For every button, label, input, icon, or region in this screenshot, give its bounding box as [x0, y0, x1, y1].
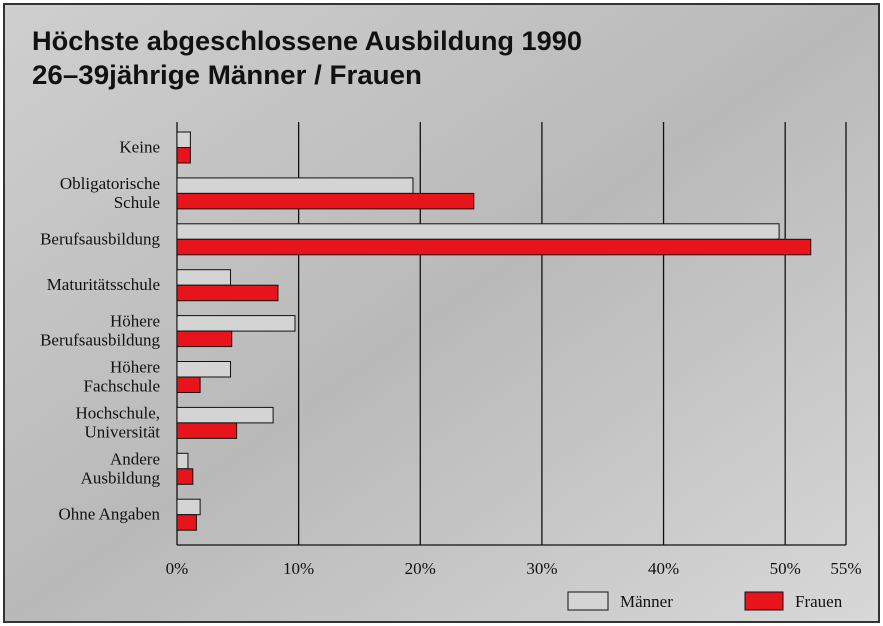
- bar: [177, 331, 232, 347]
- bar: [177, 148, 190, 164]
- bar: [177, 316, 295, 332]
- bar: [177, 224, 779, 240]
- bar: [177, 469, 193, 485]
- x-tick-label: 50%: [770, 559, 801, 578]
- bar: [177, 193, 474, 209]
- y-tick-label: Universität: [84, 422, 160, 441]
- y-tick-label: Maturitätsschule: [47, 275, 160, 294]
- y-tick-label: Hochschule,: [75, 403, 160, 422]
- x-tick-label: 20%: [405, 559, 436, 578]
- y-tick-label: Keine: [119, 138, 160, 157]
- y-tick-label: Ausbildung: [81, 468, 161, 487]
- bar: [177, 407, 273, 423]
- bar: [177, 285, 278, 301]
- bar: [177, 132, 190, 148]
- chart-subtitle: 26–39jährige Männer / Frauen: [32, 60, 422, 90]
- bar: [177, 499, 200, 515]
- y-tick-label: Schule: [114, 193, 160, 212]
- bar: [177, 377, 200, 393]
- x-tick-label: 55%: [830, 559, 861, 578]
- legend-swatch: [745, 592, 783, 610]
- bar: [177, 270, 231, 286]
- y-tick-label: Berufsausbildung: [40, 331, 160, 350]
- bar: [177, 239, 811, 255]
- legend-swatch: [568, 592, 608, 610]
- bar: [177, 362, 231, 378]
- x-tick-label: 10%: [283, 559, 314, 578]
- chart-title: Höchste abgeschlossene Ausbildung 1990: [32, 26, 582, 56]
- bar: [177, 515, 196, 531]
- y-tick-label: Höhere: [110, 358, 160, 377]
- bar: [177, 178, 413, 194]
- y-tick-label: Ohne Angaben: [58, 505, 160, 524]
- y-tick-label: Höhere: [110, 312, 160, 331]
- x-tick-label: 40%: [648, 559, 679, 578]
- legend-label: Männer: [620, 592, 673, 611]
- x-tick-label: 30%: [526, 559, 557, 578]
- bar: [177, 423, 237, 439]
- y-tick-label: Obligatorische: [60, 174, 160, 193]
- chart: Höchste abgeschlossene Ausbildung 1990 2…: [0, 0, 883, 626]
- y-tick-label: Fachschule: [84, 377, 160, 396]
- legend-label: Frauen: [795, 592, 843, 611]
- x-tick-label: 0%: [166, 559, 189, 578]
- bar: [177, 453, 188, 469]
- y-tick-label: Andere: [110, 449, 160, 468]
- y-tick-label: Berufsausbildung: [40, 229, 160, 248]
